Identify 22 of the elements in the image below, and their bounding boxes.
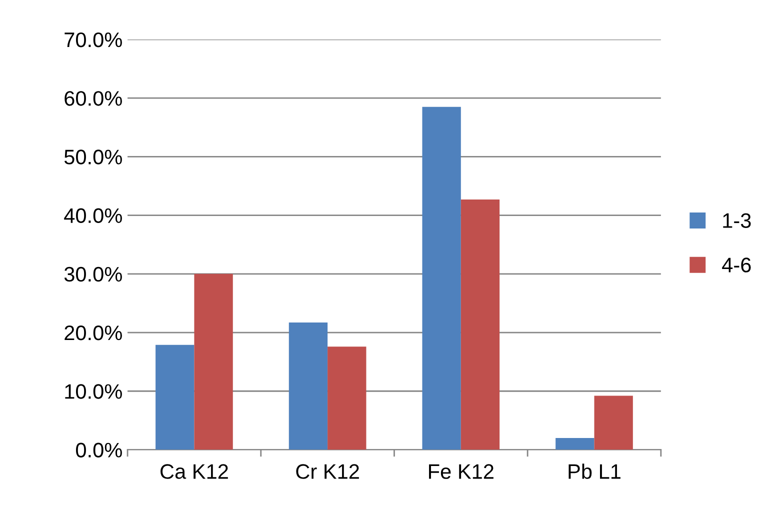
y-tick-label: 30.0% [64,266,122,282]
legend-label: 4-6 [722,258,751,272]
bar [156,344,194,450]
bar [194,274,233,450]
x-tick-label: Cr K12 [296,464,359,479]
legend-label: 1-3 [723,213,751,228]
y-tick-label: 70.0% [64,32,122,48]
y-tick-label: 40.0% [64,208,122,224]
bar [460,199,500,450]
bar [422,106,461,450]
x-tick-label: Ca K12 [160,464,228,479]
y-tick-label: 0.0% [76,442,122,458]
bar [328,346,366,450]
y-tick-label: 20.0% [64,326,122,340]
bar [288,322,328,450]
y-tick-label: 10.0% [65,384,122,399]
bar [556,438,594,450]
y-tick-label: 50.0% [64,150,122,164]
x-tick-label: Pb L1 [568,464,620,479]
y-tick-label: 60.0% [64,91,122,106]
x-tick-label: Fe K12 [429,464,494,479]
bar [594,396,633,450]
